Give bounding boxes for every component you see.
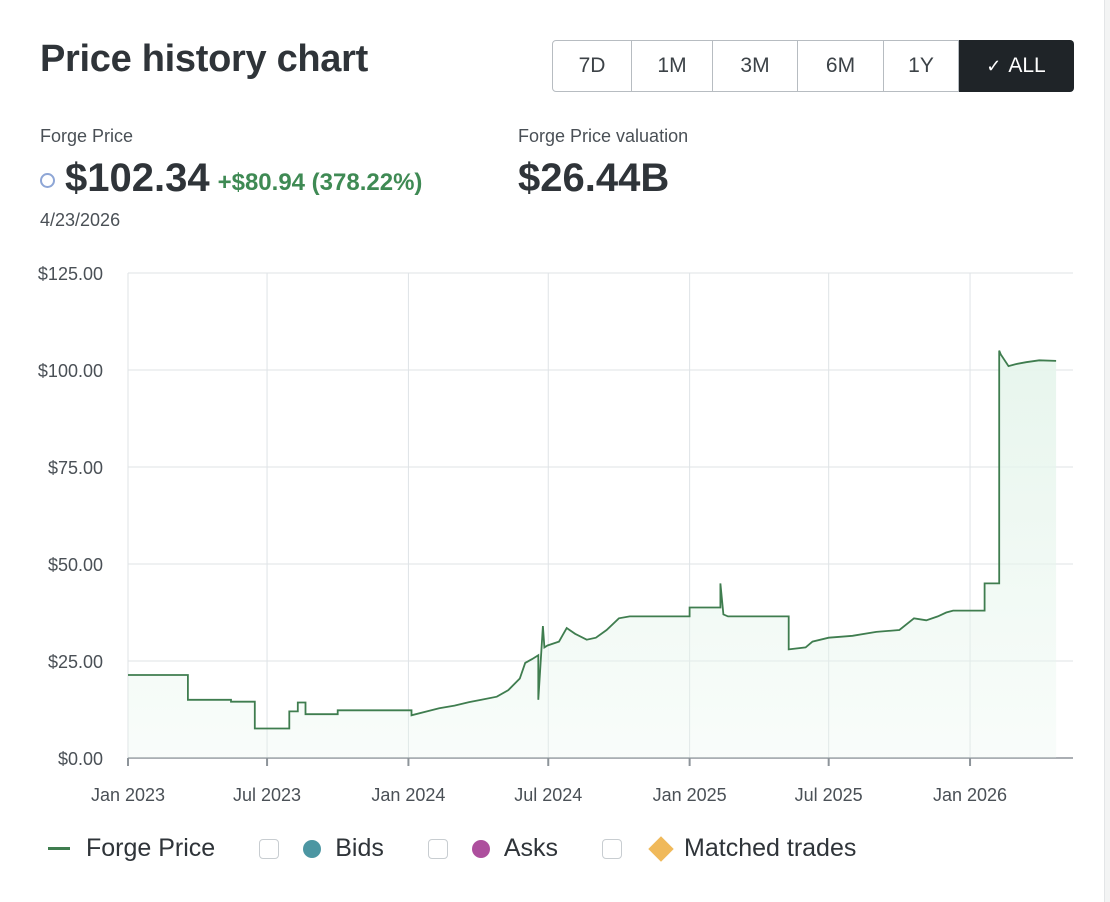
x-tick-label: Jan 2025 bbox=[653, 785, 727, 805]
legend-asks[interactable]: Asks bbox=[427, 834, 559, 863]
asks-dot-icon bbox=[471, 839, 490, 858]
page-title: Price history chart bbox=[40, 38, 368, 80]
range-7d-button[interactable]: 7D bbox=[552, 40, 632, 92]
y-tick-label: $25.00 bbox=[48, 652, 103, 672]
range-selector: 7D 1M 3M 6M 1Y ✓ ALL bbox=[552, 40, 1074, 92]
forge-price-value: $102.34 bbox=[65, 156, 210, 200]
x-tick-label: Jan 2026 bbox=[933, 785, 1007, 805]
y-tick-label: $125.00 bbox=[38, 264, 103, 284]
legend-forge-price-label: Forge Price bbox=[86, 834, 216, 862]
matched-trades-checkbox[interactable] bbox=[602, 838, 623, 859]
valuation-label: Forge Price valuation bbox=[518, 126, 689, 146]
x-tick-label: Jan 2024 bbox=[371, 785, 445, 805]
legend-matched-trades[interactable]: Matched trades bbox=[602, 834, 856, 863]
range-6m-button[interactable]: 6M bbox=[798, 40, 884, 92]
price-change: +$80.94 (378.22%) bbox=[217, 168, 423, 196]
legend-bids-label: Bids bbox=[335, 834, 384, 862]
price-chart[interactable]: $0.00 $25.00 $50.00 $75.00 $100.00 $125.00 Jan… bbox=[0, 250, 1104, 815]
y-tick-label: $50.00 bbox=[48, 555, 103, 575]
legend-forge-price[interactable]: Forge Price bbox=[48, 834, 215, 863]
price-date: 4/23/2026 bbox=[40, 210, 121, 230]
legend-matched-trades-label: Matched trades bbox=[684, 834, 857, 862]
range-1y-button[interactable]: 1Y bbox=[884, 40, 959, 92]
price-row: $102.34 +$80.94 (378.22%) bbox=[40, 156, 422, 201]
y-tick-label: $100.00 bbox=[38, 361, 103, 381]
y-tick-label: $0.00 bbox=[58, 749, 103, 769]
range-3m-button[interactable]: 3M bbox=[713, 40, 798, 92]
x-tick-label: Jul 2023 bbox=[233, 785, 301, 805]
bids-checkbox[interactable] bbox=[259, 838, 280, 859]
x-tick-label: Jul 2025 bbox=[795, 785, 863, 805]
x-tick-label: Jul 2024 bbox=[514, 785, 582, 805]
diamond-icon bbox=[648, 835, 674, 862]
chart-legend: Forge Price Bids Asks Matched trades bbox=[48, 834, 900, 863]
legend-bids[interactable]: Bids bbox=[259, 834, 384, 863]
price-area bbox=[128, 350, 1057, 758]
check-icon: ✓ bbox=[986, 55, 1002, 76]
line-swatch-icon bbox=[48, 847, 70, 850]
y-tick-label: $75.00 bbox=[48, 458, 103, 478]
range-all-label: ALL bbox=[1008, 54, 1046, 77]
asks-checkbox[interactable] bbox=[427, 838, 448, 859]
bids-dot-icon bbox=[303, 839, 322, 858]
range-1m-button[interactable]: 1M bbox=[632, 40, 713, 92]
forge-price-label: Forge Price bbox=[40, 126, 134, 146]
price-dot-icon bbox=[40, 173, 55, 188]
range-all-button[interactable]: ✓ ALL bbox=[959, 40, 1074, 92]
legend-asks-label: Asks bbox=[503, 834, 559, 862]
valuation-value: $26.44B bbox=[518, 156, 670, 200]
price-line bbox=[128, 350, 1057, 730]
x-tick-label: Jan 2023 bbox=[91, 785, 165, 805]
